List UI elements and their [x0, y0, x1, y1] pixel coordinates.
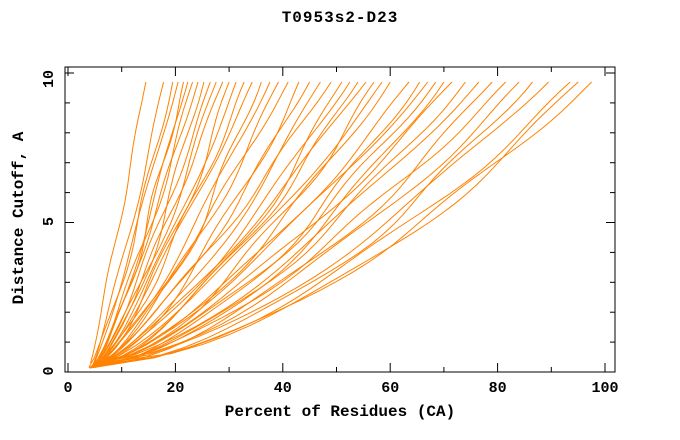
model-curve	[96, 81, 507, 366]
model-curve	[96, 81, 383, 365]
model-curve	[99, 81, 480, 364]
model-curve	[99, 81, 224, 364]
model-curve	[92, 81, 493, 368]
model-curve	[98, 81, 199, 363]
model-curve	[98, 81, 351, 365]
x-tick-label: 80	[489, 380, 507, 397]
model-curve	[94, 81, 533, 368]
model-curve	[97, 81, 237, 365]
model-curve	[92, 81, 321, 368]
model-curve	[96, 81, 332, 366]
x-tick-label: 0	[63, 380, 72, 397]
model-curve	[97, 81, 453, 365]
y-tick-label: 5	[41, 217, 58, 226]
model-curve	[89, 81, 245, 369]
y-tick-label: 10	[41, 70, 58, 88]
model-curve	[93, 81, 205, 367]
model-curve	[89, 81, 194, 369]
x-tick-label: 40	[274, 380, 292, 397]
model-curve	[95, 81, 429, 366]
model-curve	[90, 81, 300, 369]
model-curve	[90, 81, 147, 364]
model-curve	[88, 81, 174, 368]
model-curve	[92, 81, 165, 366]
model-curve	[95, 81, 592, 368]
model-curve	[94, 81, 179, 362]
model-curve	[94, 81, 375, 367]
chart-title: T0953s2-D23	[281, 9, 399, 27]
model-curve	[100, 81, 367, 364]
x-tick-label: 100	[591, 380, 618, 397]
model-curve	[98, 81, 549, 365]
x-tick-label: 20	[166, 380, 184, 397]
model-curve	[100, 81, 437, 364]
model-curve	[91, 81, 445, 368]
model-curve	[97, 81, 289, 364]
model-curve	[101, 81, 579, 364]
model-curve	[93, 81, 421, 369]
model-curve	[94, 81, 279, 367]
model-curve	[95, 81, 271, 366]
model-curve	[101, 81, 520, 363]
model-curve	[90, 81, 217, 368]
x-tick-label: 60	[381, 380, 399, 397]
model-curve	[93, 81, 466, 367]
model-curve	[99, 81, 253, 364]
model-curve	[91, 81, 359, 368]
y-tick-label: 0	[41, 366, 58, 375]
plot-border	[64, 66, 616, 373]
x-axis-label: Percent of Residues (CA)	[224, 403, 456, 421]
